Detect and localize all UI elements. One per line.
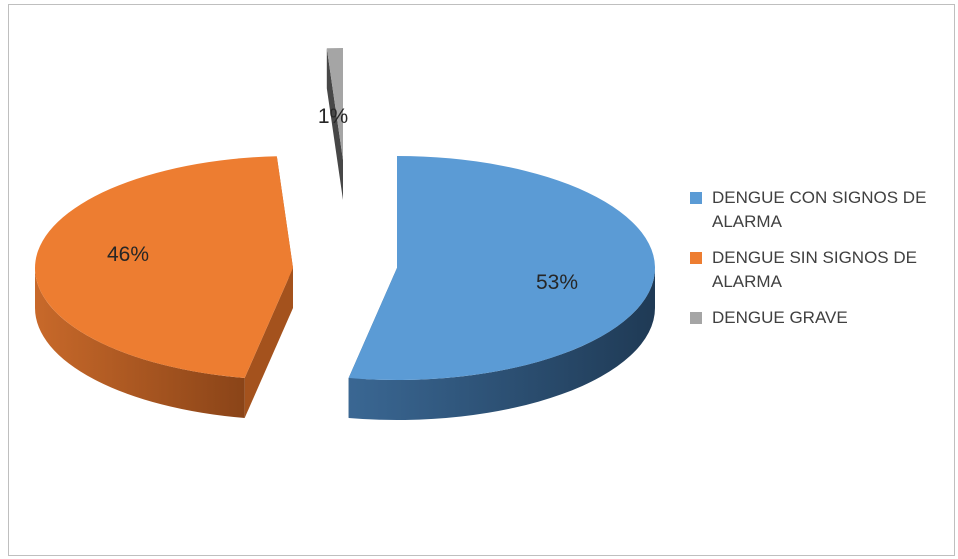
- data-label-sin-signos: 46%: [107, 243, 149, 266]
- pie-side-wall: [35, 268, 245, 419]
- legend-label: DENGUE CON SIGNOS DE ALARMA: [712, 188, 927, 231]
- pie-side-wall: [348, 268, 655, 420]
- legend-label: DENGUE SIN SIGNOS DE ALARMA: [712, 248, 917, 291]
- pie-top-face: [348, 156, 655, 380]
- pie-cut-face: [326, 48, 343, 200]
- legend-swatch-blue: [690, 192, 702, 204]
- legend-swatch-gray: [690, 312, 702, 324]
- legend-label: DENGUE GRAVE: [712, 308, 848, 327]
- legend-item: DENGUE GRAVE: [690, 306, 952, 330]
- legend: DENGUE CON SIGNOS DE ALARMA DENGUE SIN S…: [690, 186, 952, 342]
- pie-slice-grave: [326, 48, 343, 200]
- legend-item: DENGUE SIN SIGNOS DE ALARMA: [690, 246, 952, 294]
- legend-swatch-orange: [690, 252, 702, 264]
- pie-top-face: [326, 48, 343, 160]
- pie-top-face: [34, 156, 294, 379]
- data-label-con-signos: 53%: [536, 271, 578, 294]
- pie-slice-con-signos: [348, 156, 655, 420]
- pie-slice-sin-signos: [34, 156, 294, 419]
- pie-cut-face: [244, 268, 293, 419]
- legend-item: DENGUE CON SIGNOS DE ALARMA: [690, 186, 952, 234]
- data-label-grave: 1%: [318, 105, 348, 128]
